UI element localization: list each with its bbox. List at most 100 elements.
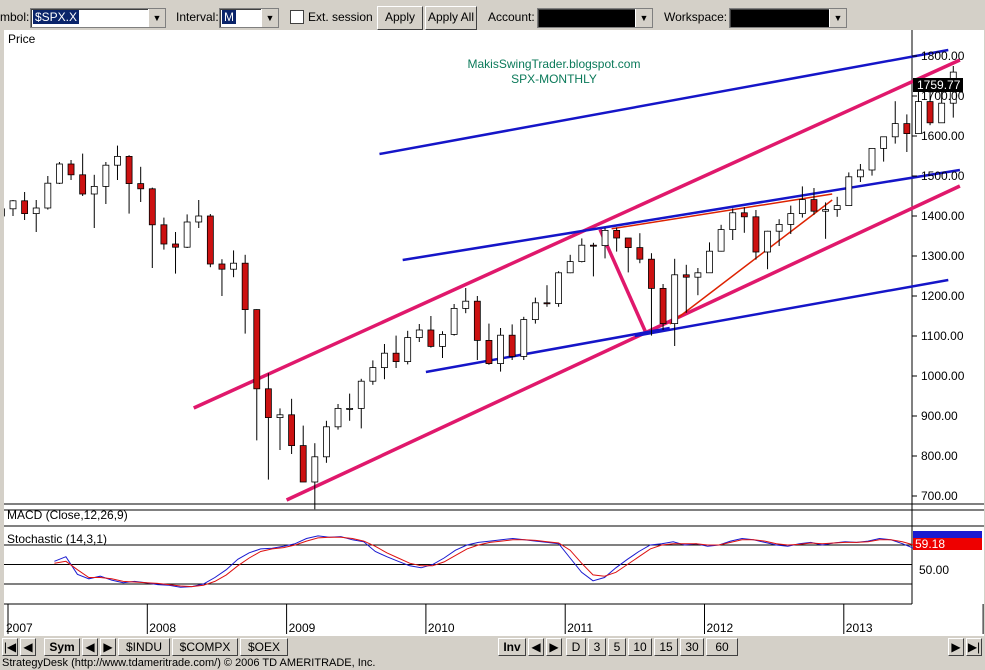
workspace-select[interactable]: ▼ — [729, 8, 847, 28]
period-tab-10[interactable]: 10 — [628, 638, 652, 656]
candle-body — [253, 309, 261, 390]
candle-body — [497, 334, 504, 365]
stoch-value: 59.18 — [915, 537, 945, 551]
price-tick-label: 900.00 — [921, 409, 958, 423]
price-tick-label: 1200.00 — [921, 289, 965, 303]
stoch-k-line — [54, 535, 949, 588]
time-tick-label: 2012 — [707, 621, 734, 635]
account-select[interactable]: ▼ — [537, 8, 653, 28]
candle-body — [90, 185, 98, 195]
period-tab-5[interactable]: 5 — [608, 638, 626, 656]
candle-body — [230, 262, 237, 270]
bottom-bar: |◀ ◀ Sym ◀ ▶ $INDU $COMPX $OEX Inv ◀ ▶ D… — [0, 636, 985, 656]
candle-body — [671, 274, 679, 325]
nav-next-icon[interactable]: ▶ — [948, 638, 964, 656]
candle-body — [381, 352, 388, 369]
candle-body — [218, 263, 226, 270]
chevron-down-icon[interactable]: ▼ — [829, 9, 846, 27]
nav-prev-icon[interactable]: ◀ — [20, 638, 36, 656]
period-tab-15[interactable]: 15 — [654, 638, 678, 656]
candle-body — [740, 212, 748, 218]
candle-body — [926, 101, 934, 124]
candle-body — [578, 244, 586, 262]
candle-body — [903, 123, 911, 134]
tab-indu[interactable]: $INDU — [118, 638, 170, 656]
candle-body — [114, 156, 121, 166]
candle-body — [566, 261, 574, 274]
apply-button[interactable]: Apply — [377, 6, 423, 30]
workspace-label: Workspace: — [664, 10, 728, 24]
candle-body — [346, 407, 354, 410]
candle-body — [891, 123, 899, 138]
ext-session-checkbox[interactable] — [290, 10, 304, 24]
candle-body — [659, 287, 667, 324]
candle-body — [334, 407, 342, 428]
inv-prev-icon[interactable]: ◀ — [528, 638, 544, 656]
candle-body — [299, 445, 307, 483]
candle-body — [648, 258, 655, 289]
period-tab-3[interactable]: 3 — [588, 638, 606, 656]
chevron-down-icon[interactable]: ▼ — [635, 9, 652, 27]
chevron-down-icon[interactable]: ▼ — [261, 9, 278, 27]
sym-next-icon[interactable]: ▶ — [100, 638, 116, 656]
price-tick-label: 1000.00 — [921, 369, 965, 383]
watermark-line2: SPX-MONTHLY — [511, 72, 597, 86]
account-label: Account: — [488, 10, 535, 24]
time-tick-label: 2008 — [149, 621, 176, 635]
price-tick-label: 1600.00 — [921, 129, 965, 143]
symbol-value: $SPX.X — [33, 10, 80, 24]
candle-body — [172, 243, 179, 248]
interval-label: Interval: — [176, 10, 219, 24]
price-tick-label: 1300.00 — [921, 249, 965, 263]
candle-body — [508, 334, 516, 357]
price-tick-label: 1500.00 — [921, 169, 965, 183]
candle-body — [473, 300, 481, 341]
period-tab-30[interactable]: 30 — [680, 638, 704, 656]
chart-area[interactable]: 700.00 800.00 900.00 1000.00 1100.00 1200.00 1… — [0, 30, 984, 636]
candle-body — [148, 188, 156, 226]
inv-tab[interactable]: Inv — [498, 638, 526, 656]
price-panel-label: Price — [8, 32, 36, 46]
candle-body — [21, 200, 29, 215]
candle-body — [415, 329, 423, 338]
nav-first-icon[interactable]: |◀ — [2, 638, 18, 656]
tab-oex[interactable]: $OEX — [240, 638, 288, 656]
period-tab-60[interactable]: 60 — [706, 638, 738, 656]
candle-body — [241, 262, 249, 310]
nav-last-icon[interactable]: ▶| — [966, 638, 982, 656]
candle-body — [798, 199, 806, 215]
candle-body — [485, 339, 493, 364]
candle-body — [357, 380, 365, 409]
sym-prev-icon[interactable]: ◀ — [82, 638, 98, 656]
candle-body — [590, 244, 597, 247]
candle-body — [717, 229, 725, 252]
candle-body — [752, 216, 760, 253]
interval-select[interactable]: M ▼ — [219, 8, 279, 28]
tab-compx[interactable]: $COMPX — [172, 638, 238, 656]
price-tick-label: 1800.00 — [921, 49, 965, 63]
stoch-k-box — [913, 531, 982, 538]
price-chart[interactable]: 700.00 800.00 900.00 1000.00 1100.00 1200.00 1… — [0, 30, 984, 636]
candle-body — [9, 200, 17, 210]
candle-body — [137, 183, 145, 190]
inv-next-icon[interactable]: ▶ — [546, 638, 562, 656]
candle-body — [311, 456, 319, 483]
status-bar: StrategyDesk (http://www.tdameritrade.co… — [0, 656, 985, 670]
candle-body — [706, 250, 713, 274]
candle-body — [439, 333, 446, 347]
last-price-box — [913, 78, 963, 92]
trendline-red-wedge-top — [611, 193, 833, 230]
chevron-down-icon[interactable]: ▼ — [148, 9, 165, 27]
apply-all-button[interactable]: Apply All — [425, 6, 477, 30]
candle-body — [775, 223, 783, 232]
symbol-select[interactable]: $SPX.X ▼ — [30, 8, 166, 28]
price-tick-label: 1100.00 — [921, 329, 964, 343]
candle-body — [880, 136, 888, 149]
candle-body — [833, 205, 841, 211]
period-tab-d[interactable]: D — [566, 638, 586, 656]
stoch-d-line — [54, 536, 949, 588]
sym-tab[interactable]: Sym — [44, 638, 80, 656]
interval-value: M — [222, 10, 236, 24]
candle-body — [764, 230, 771, 253]
candle-body — [276, 414, 284, 418]
